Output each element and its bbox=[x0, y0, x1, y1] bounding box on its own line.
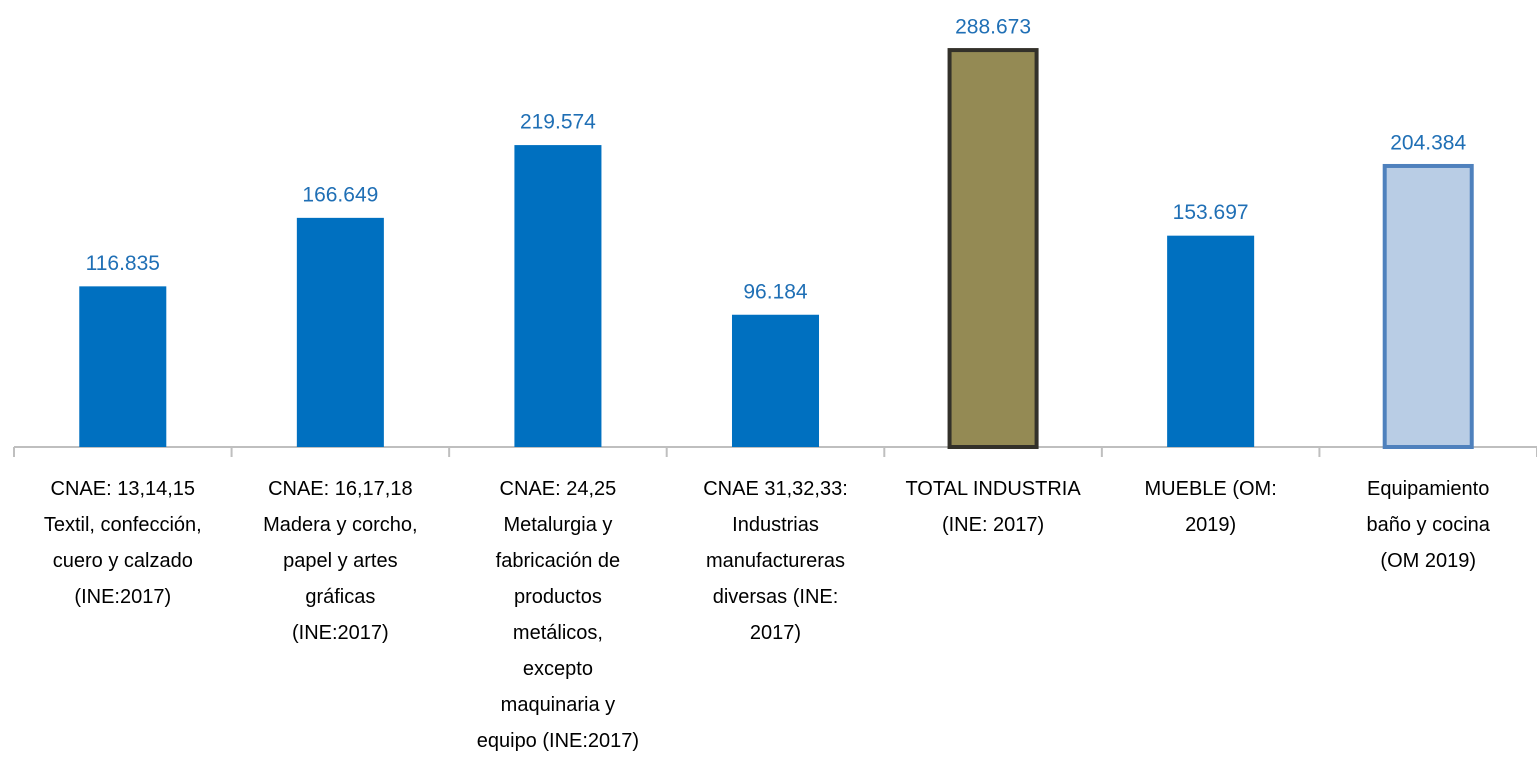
bar bbox=[947, 48, 1039, 450]
x-tick-label: CNAE: 24,25 Metalurgia y fabricación de pro… bbox=[477, 478, 639, 752]
value-label: 96.184 bbox=[743, 280, 808, 303]
x-tick-label-line: Madera y corcho, bbox=[263, 514, 418, 536]
x-tick-label-line: CNAE: 16,17,18 bbox=[268, 478, 413, 500]
value-label: 166.649 bbox=[302, 183, 378, 206]
x-tick-label-line: cuero y calzado bbox=[53, 550, 193, 572]
x-tick-label-line: Industrias bbox=[732, 514, 819, 536]
x-tick-label-line: productos bbox=[514, 586, 602, 608]
value-label: 204.384 bbox=[1390, 132, 1466, 155]
x-tick-label-line: papel y artes bbox=[283, 550, 398, 572]
x-tick-label-line: TOTAL INDUSTRIA bbox=[905, 478, 1081, 500]
bar bbox=[514, 145, 602, 447]
x-tick-label: Equipamiento baño y cocina (OM 2019) bbox=[1367, 478, 1491, 572]
bar bbox=[296, 217, 384, 447]
bar bbox=[731, 314, 820, 447]
x-tick-label-line: MUEBLE (OM: bbox=[1145, 478, 1277, 500]
x-tick-label-line: gráficas bbox=[305, 586, 375, 608]
value-label: 219.574 bbox=[520, 111, 596, 134]
x-tick-label-line: (INE:2017) bbox=[292, 622, 389, 644]
x-tick-label-line: CNAE 31,32,33: bbox=[703, 478, 848, 500]
x-tick-label: CNAE: 13,14,15 Textil, confección, cuero y… bbox=[44, 478, 202, 608]
x-tick-label: CNAE 31,32,33: Industrias manufactureras di… bbox=[703, 478, 848, 644]
x-tick-label-line: 2019) bbox=[1185, 514, 1236, 536]
bar bbox=[1167, 235, 1255, 447]
x-tick-label-line: diversas (INE: bbox=[713, 586, 839, 608]
x-tick-label-line: maquinaria y bbox=[501, 694, 616, 716]
x-tick-label-line: CNAE: 13,14,15 bbox=[51, 478, 196, 500]
value-label: 153.697 bbox=[1173, 201, 1249, 224]
x-tick-label-line: metálicos, bbox=[513, 622, 603, 644]
x-tick-label-line: (OM 2019) bbox=[1380, 550, 1476, 572]
value-label: 116.835 bbox=[86, 252, 160, 275]
value-label: 288.673 bbox=[955, 16, 1031, 39]
x-tick-label-line: Equipamiento bbox=[1367, 478, 1489, 500]
x-tick-label-line: equipo (INE:2017) bbox=[477, 730, 639, 752]
x-tick-label-line: manufactureras bbox=[706, 550, 845, 572]
x-tick-label-line: Textil, confección, bbox=[44, 514, 202, 536]
x-tick-label: MUEBLE (OM: 2019) bbox=[1145, 478, 1277, 536]
x-tick-label-line: Metalurgia y bbox=[503, 514, 612, 536]
bar bbox=[1382, 163, 1474, 450]
x-tick-label-line: (INE:2017) bbox=[74, 586, 171, 608]
x-tick-label-line: 2017) bbox=[750, 622, 801, 644]
bar bbox=[79, 286, 167, 447]
x-tick-label: CNAE: 16,17,18 Madera y corcho, papel y ar… bbox=[263, 478, 418, 644]
x-tick-label-line: CNAE: 24,25 bbox=[500, 478, 617, 500]
x-tick-label-line: excepto bbox=[523, 658, 593, 680]
x-tick-label-line: baño y cocina bbox=[1367, 514, 1491, 536]
x-tick-label-line: fabricación de bbox=[496, 550, 621, 572]
x-tick-label: TOTAL INDUSTRIA (INE: 2017) bbox=[905, 478, 1081, 536]
x-tick-label-line: (INE: 2017) bbox=[942, 514, 1044, 536]
